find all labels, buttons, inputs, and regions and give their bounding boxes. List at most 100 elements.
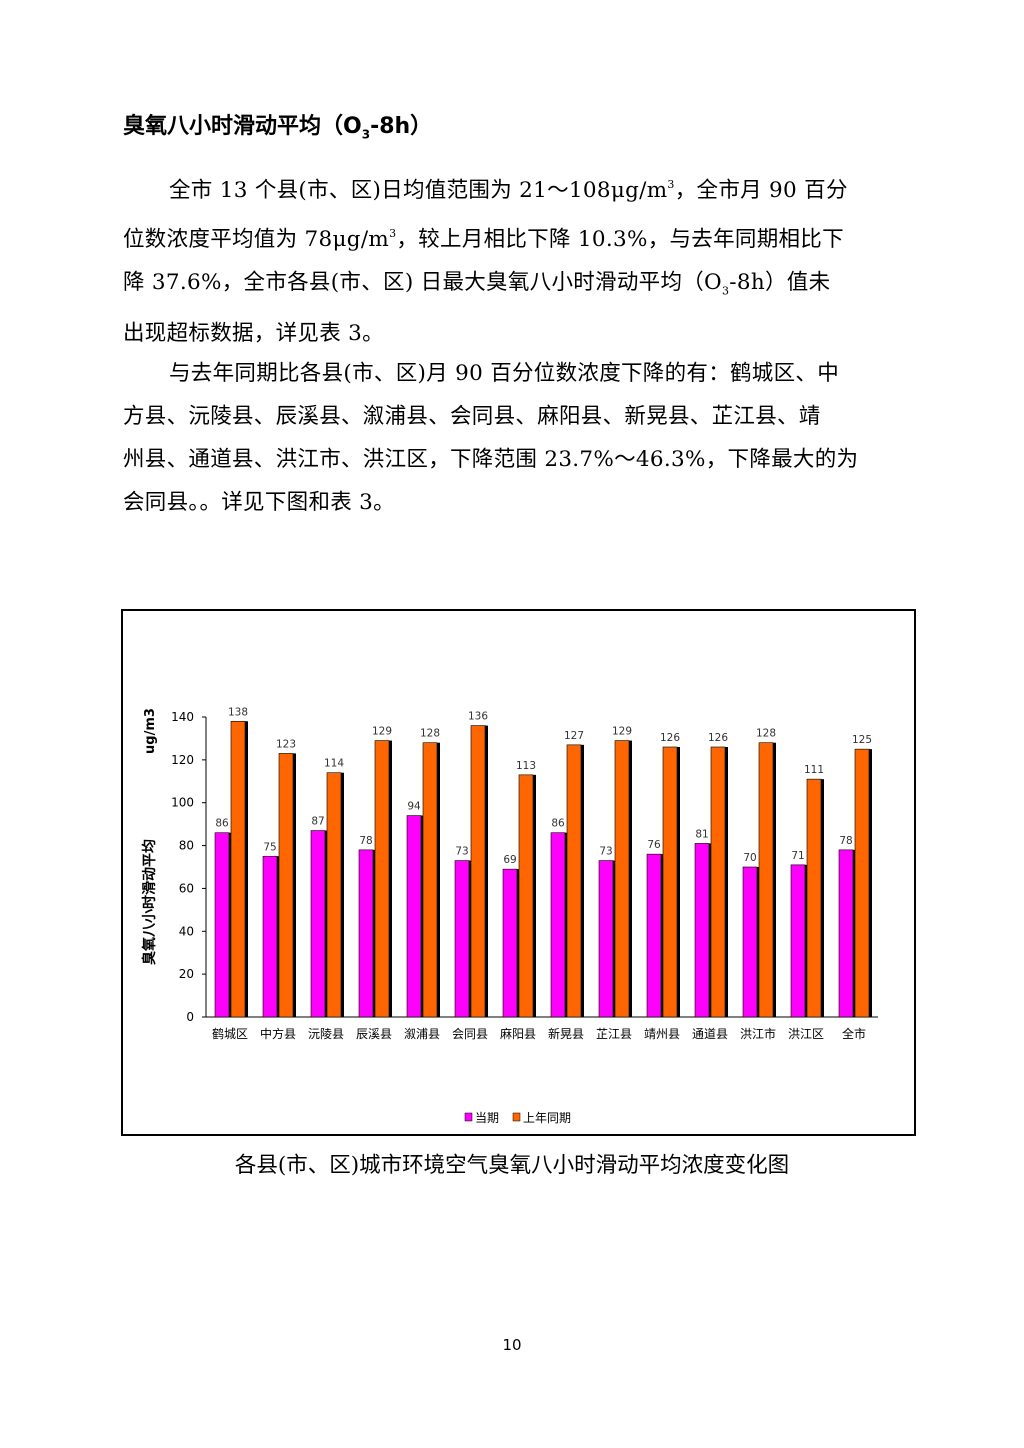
bar-edge xyxy=(421,815,424,1017)
bar-edge xyxy=(629,740,632,1017)
data-label: 136 xyxy=(468,711,488,723)
bar-edge xyxy=(293,753,296,1017)
data-label: 126 xyxy=(708,732,728,744)
bar-current xyxy=(742,866,758,1018)
category-label: 溆浦县 xyxy=(404,1027,440,1041)
bar-current xyxy=(358,849,374,1018)
bar-current xyxy=(646,853,662,1018)
y-tick-label: 120 xyxy=(171,753,194,767)
bar-current xyxy=(502,868,518,1018)
bar-current xyxy=(310,830,326,1018)
y-axis-title: 臭氧八小时滑动平均 xyxy=(141,839,158,965)
bar-edge xyxy=(373,849,376,1017)
y-tick-label: 20 xyxy=(179,967,194,981)
bar-current xyxy=(406,815,422,1018)
data-label: 71 xyxy=(791,850,804,862)
bar-current xyxy=(262,855,278,1018)
bar-current xyxy=(550,832,566,1018)
data-label: 113 xyxy=(516,760,536,772)
y-tick-label: 40 xyxy=(179,924,194,938)
data-label: 75 xyxy=(263,841,276,853)
y-axis-unit: ug/m3 xyxy=(143,708,158,754)
bar-edge xyxy=(821,779,824,1017)
category-label: 新晃县 xyxy=(548,1026,584,1041)
bar-edge xyxy=(485,725,488,1017)
paragraph-summary: 全市 13 个县(市、区)日均值范围为 21～108μg/m3，全市月 90 百… xyxy=(123,163,903,355)
legend-swatch xyxy=(512,1112,521,1122)
y-tick-label: 80 xyxy=(179,839,194,853)
data-label: 128 xyxy=(420,728,440,740)
page-number: 10 xyxy=(502,1336,522,1354)
category-label: 洪江区 xyxy=(788,1027,824,1041)
data-label: 70 xyxy=(743,852,756,864)
paragraph-line: 与去年同期比各县(市、区)月 90 百分位数浓度下降的有：鹤城区、中 xyxy=(169,361,840,386)
bar-edge xyxy=(277,856,280,1017)
paragraph-line: 会同县。。详见下图和表 3。 xyxy=(123,490,395,515)
bar-edge xyxy=(533,774,536,1017)
data-label: 129 xyxy=(372,726,392,738)
bar-edge xyxy=(725,747,728,1017)
data-label: 123 xyxy=(276,738,296,750)
category-label: 沅陵县 xyxy=(308,1027,344,1041)
bar-chart-svg: 0 20 40 60 80 100 120 140 臭氧八小时滑动平均 ug/m3 86 138 鹤城区… xyxy=(141,706,878,1125)
data-label: 69 xyxy=(503,854,516,866)
heading-subscript: 3 xyxy=(361,127,371,142)
data-label: 86 xyxy=(215,818,229,830)
section-heading: 臭氧八小时滑动平均（O3-8h） xyxy=(123,108,432,141)
data-label: 129 xyxy=(612,726,632,738)
paragraph-line: 全市 13 个县(市、区)日均值范围为 21～108μg/m3，全市月 90 百… xyxy=(169,178,848,203)
paragraph-line: 降 37.6%，全市各县(市、区) 日最大臭氧八小时滑动平均（O3-8h）值未 xyxy=(123,270,831,298)
bar-last-year xyxy=(374,740,390,1018)
bar-last-year xyxy=(854,748,870,1018)
bar-edge xyxy=(389,740,392,1017)
legend-label: 当期 xyxy=(475,1111,499,1125)
category-label: 麻阳县 xyxy=(500,1026,536,1041)
data-label: 126 xyxy=(660,732,680,744)
category-label: 通道县 xyxy=(692,1027,728,1041)
data-label: 94 xyxy=(407,801,421,813)
data-label: 81 xyxy=(695,828,708,840)
category-label: 辰溪县 xyxy=(356,1027,392,1041)
bar-last-year xyxy=(422,742,438,1018)
bar-edge xyxy=(869,749,872,1017)
category-label: 会同县 xyxy=(452,1027,488,1041)
bar-edge xyxy=(245,721,248,1017)
figure-caption: 各县(市、区)城市环境空气臭氧八小时滑动平均浓度变化图 xyxy=(234,1153,790,1178)
data-label: 127 xyxy=(564,730,584,742)
bar-last-year xyxy=(518,774,534,1018)
bar-current xyxy=(598,860,614,1018)
bar-current xyxy=(454,860,470,1018)
bar-edge xyxy=(613,860,616,1017)
data-label: 138 xyxy=(228,706,248,718)
bar-edge xyxy=(853,849,856,1017)
heading-text-end: -8h） xyxy=(370,114,433,139)
bar-last-year xyxy=(278,753,294,1018)
bar-edge xyxy=(565,832,568,1017)
bar-edge xyxy=(661,854,664,1017)
data-label: 86 xyxy=(551,818,565,830)
bar-edge xyxy=(229,832,232,1017)
paragraph-line: 位数浓度平均值为 78μg/m3，较上月相比下降 10.3%，与去年同期相比下 xyxy=(123,227,844,252)
bar-edge xyxy=(773,742,776,1017)
data-label: 111 xyxy=(804,764,824,776)
bar-last-year xyxy=(806,778,822,1018)
data-label: 73 xyxy=(599,846,612,858)
paragraph-line: 州县、通道县、洪江市、洪江区，下降范围 23.7%～46.3%，下降最大的为 xyxy=(123,447,859,472)
bar-chart: 0 20 40 60 80 100 120 140 臭氧八小时滑动平均 ug/m3 86 138 鹤城区… xyxy=(121,609,916,1136)
bar-current xyxy=(790,864,806,1018)
category-label: 全市 xyxy=(842,1026,866,1041)
bar-edge xyxy=(581,744,584,1017)
bar-last-year xyxy=(758,742,774,1018)
data-label: 78 xyxy=(359,835,372,847)
bar-edge xyxy=(469,860,472,1017)
data-label: 128 xyxy=(756,728,776,740)
bar-edge xyxy=(677,747,680,1017)
category-label: 洪江市 xyxy=(740,1026,776,1041)
data-label: 73 xyxy=(455,846,468,858)
bar-last-year xyxy=(326,772,342,1018)
heading-text: 臭氧八小时滑动平均（O xyxy=(123,114,362,139)
bar-last-year xyxy=(710,746,726,1018)
data-label: 87 xyxy=(311,816,324,828)
bar-current xyxy=(694,843,710,1018)
bar-edge xyxy=(325,830,328,1017)
